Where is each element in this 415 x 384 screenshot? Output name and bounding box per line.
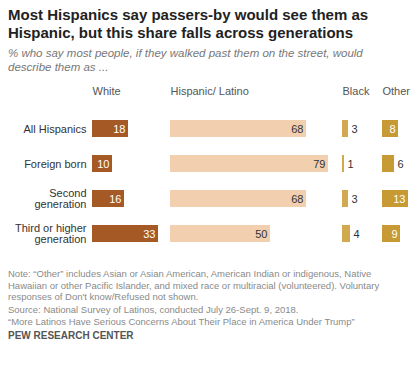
html-text:% who say most people, if they: % who say most people, if they walked pa…: [8, 47, 363, 73]
svg-text:3: 3: [352, 123, 358, 135]
html-text:Most Hispanics say passers-by: Most Hispanics say passers-by would see …: [8, 6, 369, 41]
svg-text:8: 8: [389, 123, 395, 135]
svg-text:13: 13: [393, 193, 405, 205]
svg-text:10: 10: [97, 158, 109, 170]
html-text:Note: “Other” includes Asian o: Note: “Other” includes Asian or Asian Am…: [8, 268, 380, 302]
svg-text:16: 16: [109, 193, 121, 205]
svg-text:Hispanic/ Latino: Hispanic/ Latino: [171, 85, 249, 97]
svg-text:33: 33: [143, 228, 155, 240]
svg-text:Third or highergeneration: Third or highergeneration: [15, 222, 87, 245]
svg-text:79: 79: [313, 158, 325, 170]
html-text:Source: National Survey of Lat: Source: National Survey of Latinos, cond…: [8, 303, 299, 315]
svg-text:1: 1: [348, 158, 354, 170]
svg-text:All Hispanics: All Hispanics: [24, 123, 87, 135]
svg-text:68: 68: [291, 123, 303, 135]
html-text:“More Latinos Have Serious Con: “More Latinos Have Serious Concerns Abou…: [8, 316, 355, 327]
svg-text:Foreign born: Foreign born: [24, 158, 86, 170]
html-text:PEW RESEARCH CENTER: PEW RESEARCH CENTER: [8, 329, 134, 341]
svg-text:Secondgeneration: Secondgeneration: [35, 187, 87, 210]
svg-text:68: 68: [291, 193, 303, 205]
svg-text:9: 9: [391, 228, 397, 240]
svg-text:Other: Other: [383, 85, 411, 97]
svg-text:Black: Black: [343, 85, 370, 97]
svg-text:18: 18: [113, 123, 125, 135]
svg-text:White: White: [93, 85, 121, 97]
svg-text:4: 4: [354, 228, 360, 240]
svg-text:6: 6: [398, 158, 404, 170]
svg-text:50: 50: [255, 228, 267, 240]
svg-text:3: 3: [352, 193, 358, 205]
